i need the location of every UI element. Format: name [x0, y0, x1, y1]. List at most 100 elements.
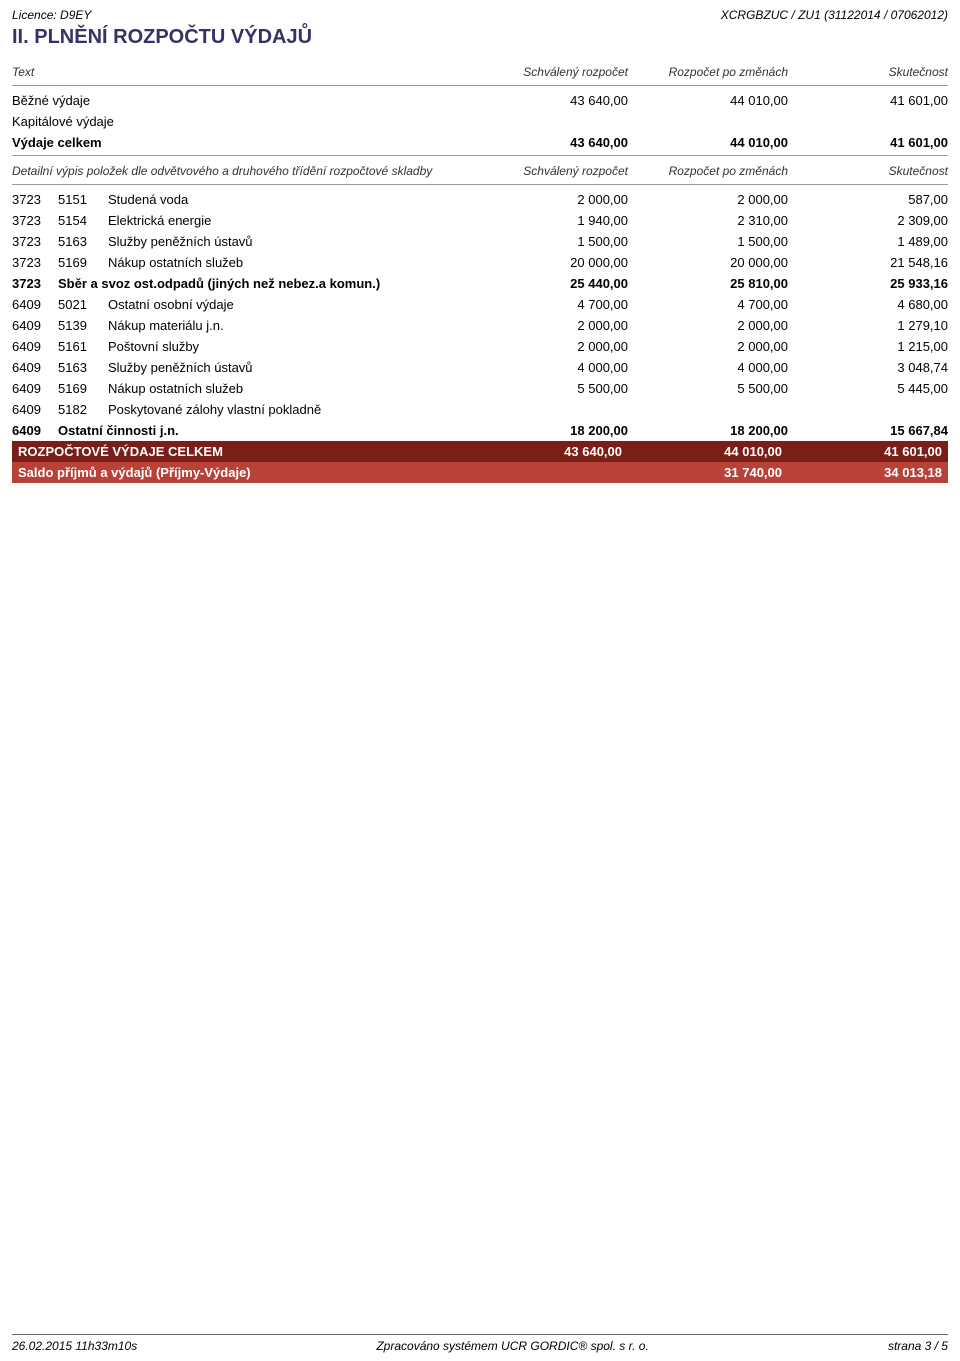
- subtotal-v3: 25 933,16: [788, 276, 948, 291]
- summary-v2: 44 010,00: [628, 93, 788, 108]
- saldo-v3: 34 013,18: [782, 465, 942, 480]
- desc: Ostatní osobní výdaje: [108, 297, 468, 312]
- v3: 1 489,00: [788, 234, 948, 249]
- table-row: 37235154Elektrická energie1 940,002 310,…: [12, 210, 948, 231]
- subtotal-v1: 18 200,00: [468, 423, 628, 438]
- col-rozpocet-zmeny: Rozpočet po změnách: [628, 65, 788, 79]
- code2: 5163: [58, 234, 108, 249]
- divider: [12, 155, 948, 156]
- saldo-v2: 31 740,00: [622, 465, 782, 480]
- v1: 4 700,00: [468, 297, 628, 312]
- detail-subheader: Detailní výpis položek dle odvětvového a…: [12, 160, 948, 182]
- col-schvaleny: Schválený rozpočet: [468, 65, 628, 79]
- summary-row: Běžné výdaje 43 640,00 44 010,00 41 601,…: [12, 90, 948, 111]
- v1: 2 000,00: [468, 318, 628, 333]
- desc: Elektrická energie: [108, 213, 468, 228]
- desc: Poštovní služby: [108, 339, 468, 354]
- v2: 1 500,00: [628, 234, 788, 249]
- code2: 5169: [58, 381, 108, 396]
- col-skutecnost: Skutečnost: [788, 164, 948, 178]
- v1: 1 500,00: [468, 234, 628, 249]
- summary-v3: 41 601,00: [788, 93, 948, 108]
- table-row: 64095161Poštovní služby2 000,002 000,001…: [12, 336, 948, 357]
- v1: 1 940,00: [468, 213, 628, 228]
- v2: 4 000,00: [628, 360, 788, 375]
- v2: 2 000,00: [628, 192, 788, 207]
- v2: 5 500,00: [628, 381, 788, 396]
- column-header-row: Text Schválený rozpočet Rozpočet po změn…: [12, 61, 948, 83]
- desc: Nákup ostatních služeb: [108, 381, 468, 396]
- v3: 2 309,00: [788, 213, 948, 228]
- divider: [12, 184, 948, 185]
- summary-v1: 43 640,00: [468, 93, 628, 108]
- code2: 5139: [58, 318, 108, 333]
- total-bar: ROZPOČTOVÉ VÝDAJE CELKEM 43 640,00 44 01…: [12, 441, 948, 462]
- code2: 5021: [58, 297, 108, 312]
- detail-label: Detailní výpis položek dle odvětvového a…: [12, 164, 468, 178]
- code1: 6409: [12, 402, 58, 417]
- footer-system: Zpracováno systémem UCR GORDIC® spol. s …: [376, 1339, 648, 1353]
- desc: Nákup ostatních služeb: [108, 255, 468, 270]
- v3: 1 279,10: [788, 318, 948, 333]
- desc: Nákup materiálu j.n.: [108, 318, 468, 333]
- v2: 2 000,00: [628, 339, 788, 354]
- code2: 5151: [58, 192, 108, 207]
- v1: 20 000,00: [468, 255, 628, 270]
- summary-v3: 41 601,00: [788, 135, 948, 150]
- total-label: ROZPOČTOVÉ VÝDAJE CELKEM: [18, 444, 462, 459]
- summary-v1: 43 640,00: [468, 135, 628, 150]
- code1: 3723: [12, 234, 58, 249]
- v2: [628, 402, 788, 417]
- summary-v2: [628, 114, 788, 129]
- table-row: 64095163Služby peněžních ústavů4 000,004…: [12, 357, 948, 378]
- page-footer: 26.02.2015 11h33m10s Zpracováno systémem…: [12, 1334, 948, 1353]
- summary-label: Běžné výdaje: [12, 93, 468, 108]
- summary-v3: [788, 114, 948, 129]
- summary-v2: 44 010,00: [628, 135, 788, 150]
- total-v2: 44 010,00: [622, 444, 782, 459]
- page-title: II. PLNĚNÍ ROZPOČTU VÝDAJŮ: [12, 26, 948, 49]
- v1: 2 000,00: [468, 192, 628, 207]
- table-row: 64095139Nákup materiálu j.n.2 000,002 00…: [12, 315, 948, 336]
- code1: 3723: [12, 255, 58, 270]
- v3: 4 680,00: [788, 297, 948, 312]
- v3: 587,00: [788, 192, 948, 207]
- subtotal-desc: Ostatní činnosti j.n.: [58, 423, 468, 438]
- v3: [788, 402, 948, 417]
- desc: Poskytované zálohy vlastní pokladně: [108, 402, 468, 417]
- summary-row-total: Výdaje celkem 43 640,00 44 010,00 41 601…: [12, 132, 948, 153]
- divider: [12, 85, 948, 86]
- v2: 2 000,00: [628, 318, 788, 333]
- v2: 4 700,00: [628, 297, 788, 312]
- code1: 6409: [12, 297, 58, 312]
- code1: 6409: [12, 360, 58, 375]
- table-row: 64095021Ostatní osobní výdaje4 700,004 7…: [12, 294, 948, 315]
- desc: Služby peněžních ústavů: [108, 234, 468, 249]
- v3: 21 548,16: [788, 255, 948, 270]
- summary-label: Kapitálové výdaje: [12, 114, 468, 129]
- subtotal-3723: 3723 Sběr a svoz ost.odpadů (jiných než …: [12, 273, 948, 294]
- code1: 6409: [12, 381, 58, 396]
- doc-code: XCRGBZUC / ZU1 (31122014 / 07062012): [721, 8, 948, 22]
- v1: [468, 402, 628, 417]
- subtotal-v3: 15 667,84: [788, 423, 948, 438]
- code1: 6409: [12, 423, 58, 438]
- code1: 3723: [12, 213, 58, 228]
- table-row: 64095182Poskytované zálohy vlastní pokla…: [12, 399, 948, 420]
- licence-text: Licence: D9EY: [12, 8, 91, 22]
- v1: 5 500,00: [468, 381, 628, 396]
- table-row: 37235163Služby peněžních ústavů1 500,001…: [12, 231, 948, 252]
- code1: 6409: [12, 318, 58, 333]
- saldo-bar: Saldo příjmů a výdajů (Příjmy-Výdaje) 31…: [12, 462, 948, 483]
- saldo-label: Saldo příjmů a výdajů (Příjmy-Výdaje): [18, 465, 462, 480]
- v3: 5 445,00: [788, 381, 948, 396]
- page-header: Licence: D9EY XCRGBZUC / ZU1 (31122014 /…: [12, 8, 948, 22]
- col-skutecnost: Skutečnost: [788, 65, 948, 79]
- summary-label: Výdaje celkem: [12, 135, 468, 150]
- footer-timestamp: 26.02.2015 11h33m10s: [12, 1339, 137, 1353]
- summary-row: Kapitálové výdaje: [12, 111, 948, 132]
- code2: 5163: [58, 360, 108, 375]
- subtotal-v2: 25 810,00: [628, 276, 788, 291]
- code1: 3723: [12, 276, 58, 291]
- col-schvaleny: Schválený rozpočet: [468, 164, 628, 178]
